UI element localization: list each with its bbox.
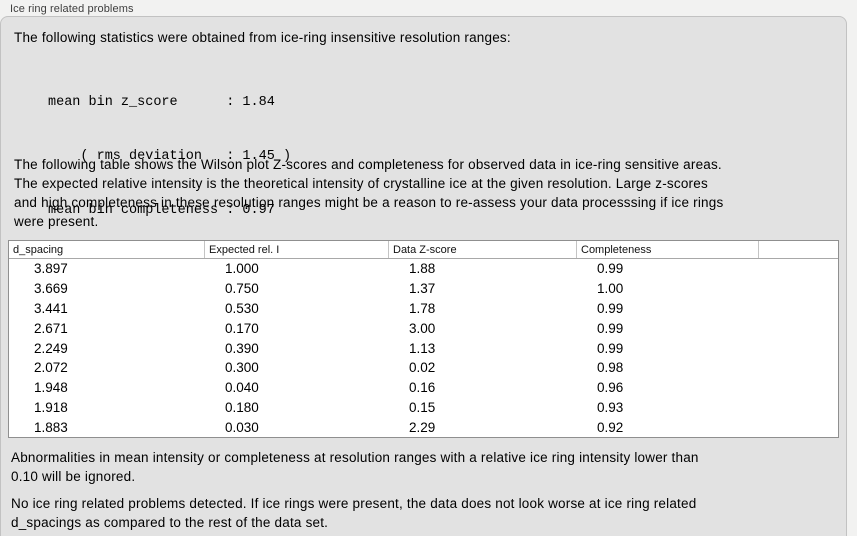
table-description-text: The following table shows the Wilson plo… (14, 155, 723, 231)
table-cell: 0.96 (597, 380, 624, 396)
table-cell: 2.072 (34, 360, 68, 376)
table-cell: 0.92 (597, 419, 624, 435)
table-row[interactable]: 1.948 0.040 0.16 0.96 (9, 378, 838, 398)
table-cell: 0.93 (597, 399, 624, 415)
table-cell: 0.99 (597, 300, 624, 316)
table-cell: 0.99 (597, 320, 624, 336)
table-cell: 0.99 (597, 261, 624, 277)
table-cell: 2.671 (34, 320, 68, 336)
col-header-data-z-score[interactable]: Data Z-score (388, 241, 576, 258)
stats-line: mean bin z_score : 1.84 (48, 95, 275, 110)
conclusion-line: d_spacings as compared to the rest of th… (11, 515, 329, 530)
table-cell: 1.883 (34, 419, 68, 435)
table-cell: 1.13 (409, 340, 436, 356)
table-cell: 0.750 (225, 281, 259, 297)
col-header-empty (758, 241, 838, 258)
table-cell: 1.78 (409, 300, 436, 316)
table-cell: 0.300 (225, 360, 259, 376)
table-cell: 1.000 (225, 261, 259, 277)
stats-line: ( rms deviation : 1.45 ) (48, 149, 292, 164)
table-cell: 0.390 (225, 340, 259, 356)
table-cell: 0.02 (409, 360, 436, 376)
conclusion-text: No ice ring related problems detected. I… (11, 494, 696, 532)
table-row[interactable]: 3.669 0.750 1.37 1.00 (9, 279, 838, 299)
table-cell: 3.669 (34, 281, 68, 297)
conclusion-line: No ice ring related problems detected. I… (11, 496, 697, 511)
table-header-row: d_spacing Expected rel. I Data Z-score C… (9, 241, 838, 259)
col-header-d-spacing[interactable]: d_spacing (13, 243, 64, 256)
table-cell: 1.918 (34, 399, 68, 415)
table-cell: 0.030 (225, 419, 259, 435)
table-body: 3.897 1.000 1.88 0.99 3.669 0.750 1.37 1.00 3.44… (9, 259, 838, 437)
table-cell: 2.249 (34, 340, 68, 356)
table-cell: 1.37 (409, 281, 436, 297)
description-line: The following table shows the Wilson plo… (14, 157, 722, 172)
table-cell: 1.00 (597, 281, 624, 297)
table-cell: 0.99 (597, 340, 624, 356)
table-row[interactable]: 2.671 0.170 3.00 0.99 (9, 318, 838, 338)
table-cell: 1.948 (34, 380, 68, 396)
description-line: The expected relative intensity is the t… (14, 176, 708, 191)
col-header-completeness[interactable]: Completeness (576, 241, 758, 258)
table-row[interactable]: 3.441 0.530 1.78 0.99 (9, 299, 838, 319)
stats-intro-text: The following statistics were obtained f… (14, 30, 511, 45)
ignore-note-text: Abnormalities in mean intensity or compl… (11, 448, 699, 486)
table-cell: 0.530 (225, 300, 259, 316)
table-cell: 0.040 (225, 380, 259, 396)
table-cell: 3.441 (34, 300, 68, 316)
table-cell: 2.29 (409, 419, 436, 435)
table-cell: 3.897 (34, 261, 68, 277)
table-cell: 0.98 (597, 360, 624, 376)
table-row[interactable]: 1.883 0.030 2.29 0.92 (9, 417, 838, 437)
table-cell: 0.15 (409, 399, 436, 415)
table-cell: 0.170 (225, 320, 259, 336)
section-title: Ice ring related problems (10, 3, 134, 15)
table-cell: 0.16 (409, 380, 436, 396)
table-cell: 1.88 (409, 261, 436, 277)
description-line: and high completeness in these resolutio… (14, 195, 724, 210)
ignore-note-line: Abnormalities in mean intensity or compl… (11, 450, 699, 465)
table-row[interactable]: 2.072 0.300 0.02 0.98 (9, 358, 838, 378)
ignore-note-line: 0.10 will be ignored. (11, 469, 136, 484)
table-row[interactable]: 1.918 0.180 0.15 0.93 (9, 397, 838, 417)
col-header-expected-rel-i[interactable]: Expected rel. I (204, 241, 388, 258)
table-row[interactable]: 3.897 1.000 1.88 0.99 (9, 259, 838, 279)
description-line: were present. (14, 214, 99, 229)
table-cell: 3.00 (409, 320, 436, 336)
table-row[interactable]: 2.249 0.390 1.13 0.99 (9, 338, 838, 358)
stats-line: mean bin completeness : 0.97 (48, 203, 275, 218)
table-cell: 0.180 (225, 399, 259, 415)
ice-ring-table[interactable]: d_spacing Expected rel. I Data Z-score C… (8, 240, 839, 438)
